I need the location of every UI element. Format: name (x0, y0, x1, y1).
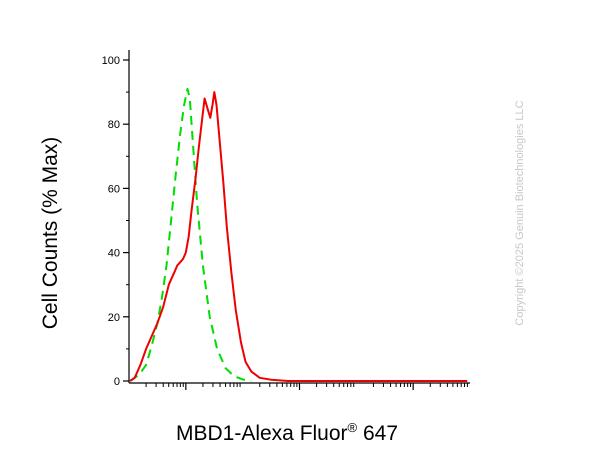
copyright-watermark: Copyright ©2025 Genuin Biotechnologies L… (514, 100, 526, 325)
y-tick-label: 60 (108, 183, 120, 195)
series-solid-red-line (129, 91, 468, 382)
y-tick-label: 100 (102, 55, 120, 67)
x-axis-title-suffix: 647 (357, 422, 398, 445)
y-tick-label: 20 (108, 312, 120, 324)
axes (128, 50, 470, 384)
series-dashed-green-line (129, 87, 252, 382)
y-tick-label: 0 (114, 376, 120, 388)
y-axis-title: Cell Counts (% Max) (39, 137, 62, 330)
x-axis-title: MBD1-Alexa Fluor® 647 (176, 420, 398, 445)
y-tick-label: 40 (108, 248, 120, 260)
x-axis-title-superscript: ® (348, 420, 358, 435)
x-axis-title-main: MBD1-Alexa Fluor (176, 422, 348, 445)
y-tick-label: 80 (108, 119, 120, 131)
series-layer (129, 87, 468, 382)
x-axis-ticks (145, 383, 468, 390)
y-axis-ticks: 0 20 40 60 80 100 (102, 55, 129, 388)
